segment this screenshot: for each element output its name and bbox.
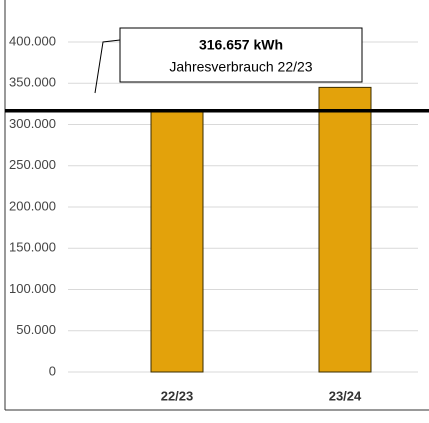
x-tick-label: 22/23	[161, 388, 194, 403]
x-tick-label: 23/24	[329, 388, 362, 403]
y-tick-label: 150.000	[9, 240, 56, 255]
y-tick-label: 250.000	[9, 157, 56, 172]
bar	[150, 110, 204, 373]
y-tick-label: 400.000	[9, 33, 56, 48]
y-tick-label: 0	[49, 363, 56, 378]
y-tick-label: 300.000	[9, 116, 56, 131]
annotation-box	[119, 27, 363, 83]
y-tick-label: 200.000	[9, 198, 56, 213]
annotation-value: 316.657 kWh	[199, 37, 283, 53]
annotation-text: Jahresverbrauch 22/23	[169, 59, 312, 75]
y-tick-label: 350.000	[9, 75, 56, 90]
y-tick-label: 50.000	[16, 322, 56, 337]
y-tick-label: 100.000	[9, 281, 56, 296]
annotation-connector	[94, 39, 121, 94]
bar	[318, 86, 372, 373]
